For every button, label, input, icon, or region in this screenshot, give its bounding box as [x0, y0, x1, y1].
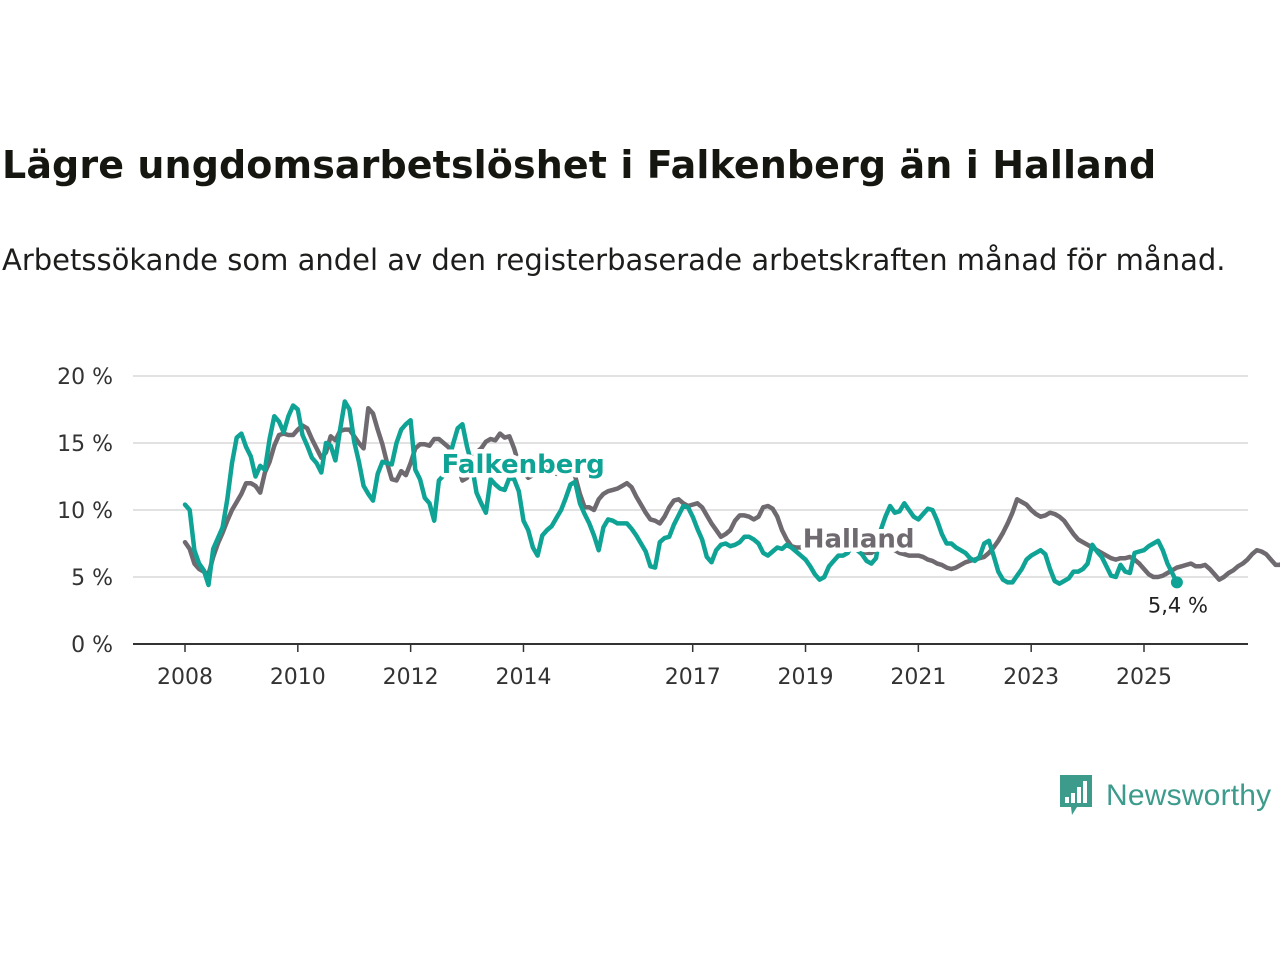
y-tick-label: 10 % [57, 499, 113, 524]
brand-logo: Newsworthy [1058, 773, 1271, 819]
grid-layer [133, 375, 1248, 578]
series-line-falkenberg [182, 399, 1180, 588]
label-layer: HallandFalkenberg6,1 %5,4 % [437, 446, 1210, 620]
x-tick-label: 2008 [157, 665, 213, 690]
x-tick-label: 2012 [383, 665, 439, 690]
end-dot-falkenberg [1170, 576, 1183, 589]
series-line-halland [182, 405, 1280, 582]
y-tick-label: 20 % [57, 365, 113, 390]
series-label-falkenberg: Falkenberg [442, 450, 605, 480]
series-layer [182, 399, 1280, 589]
axis-layer: 0 % 5 % 10 % 15 % 20 % 2008 2010 2012 2014 2017 20… [57, 365, 1248, 690]
end-value-label-falkenberg: 5,4 % [1148, 593, 1208, 617]
brand-name: Newsworthy [1106, 779, 1272, 812]
x-tick-label: 2014 [495, 665, 551, 690]
x-tick-label: 2025 [1116, 665, 1172, 690]
x-tick-label: 2010 [270, 665, 326, 690]
x-tick-label: 2017 [665, 665, 721, 690]
y-tick-label: 15 % [57, 432, 113, 457]
newsworthy-chart-bubble-icon [1060, 775, 1092, 815]
series-label-halland: Halland [803, 525, 915, 555]
x-tick-label: 2019 [778, 665, 834, 690]
y-tick-label: 0 % [71, 633, 113, 658]
page-title: Lägre ungdomsarbetslöshet i Falkenberg ä… [2, 143, 1157, 187]
y-tick-label: 5 % [71, 566, 113, 591]
x-tick-label: 2023 [1003, 665, 1059, 690]
page-subtitle: Arbetssökande som andel av den registerb… [2, 243, 1226, 277]
x-tick-label: 2021 [890, 665, 946, 690]
